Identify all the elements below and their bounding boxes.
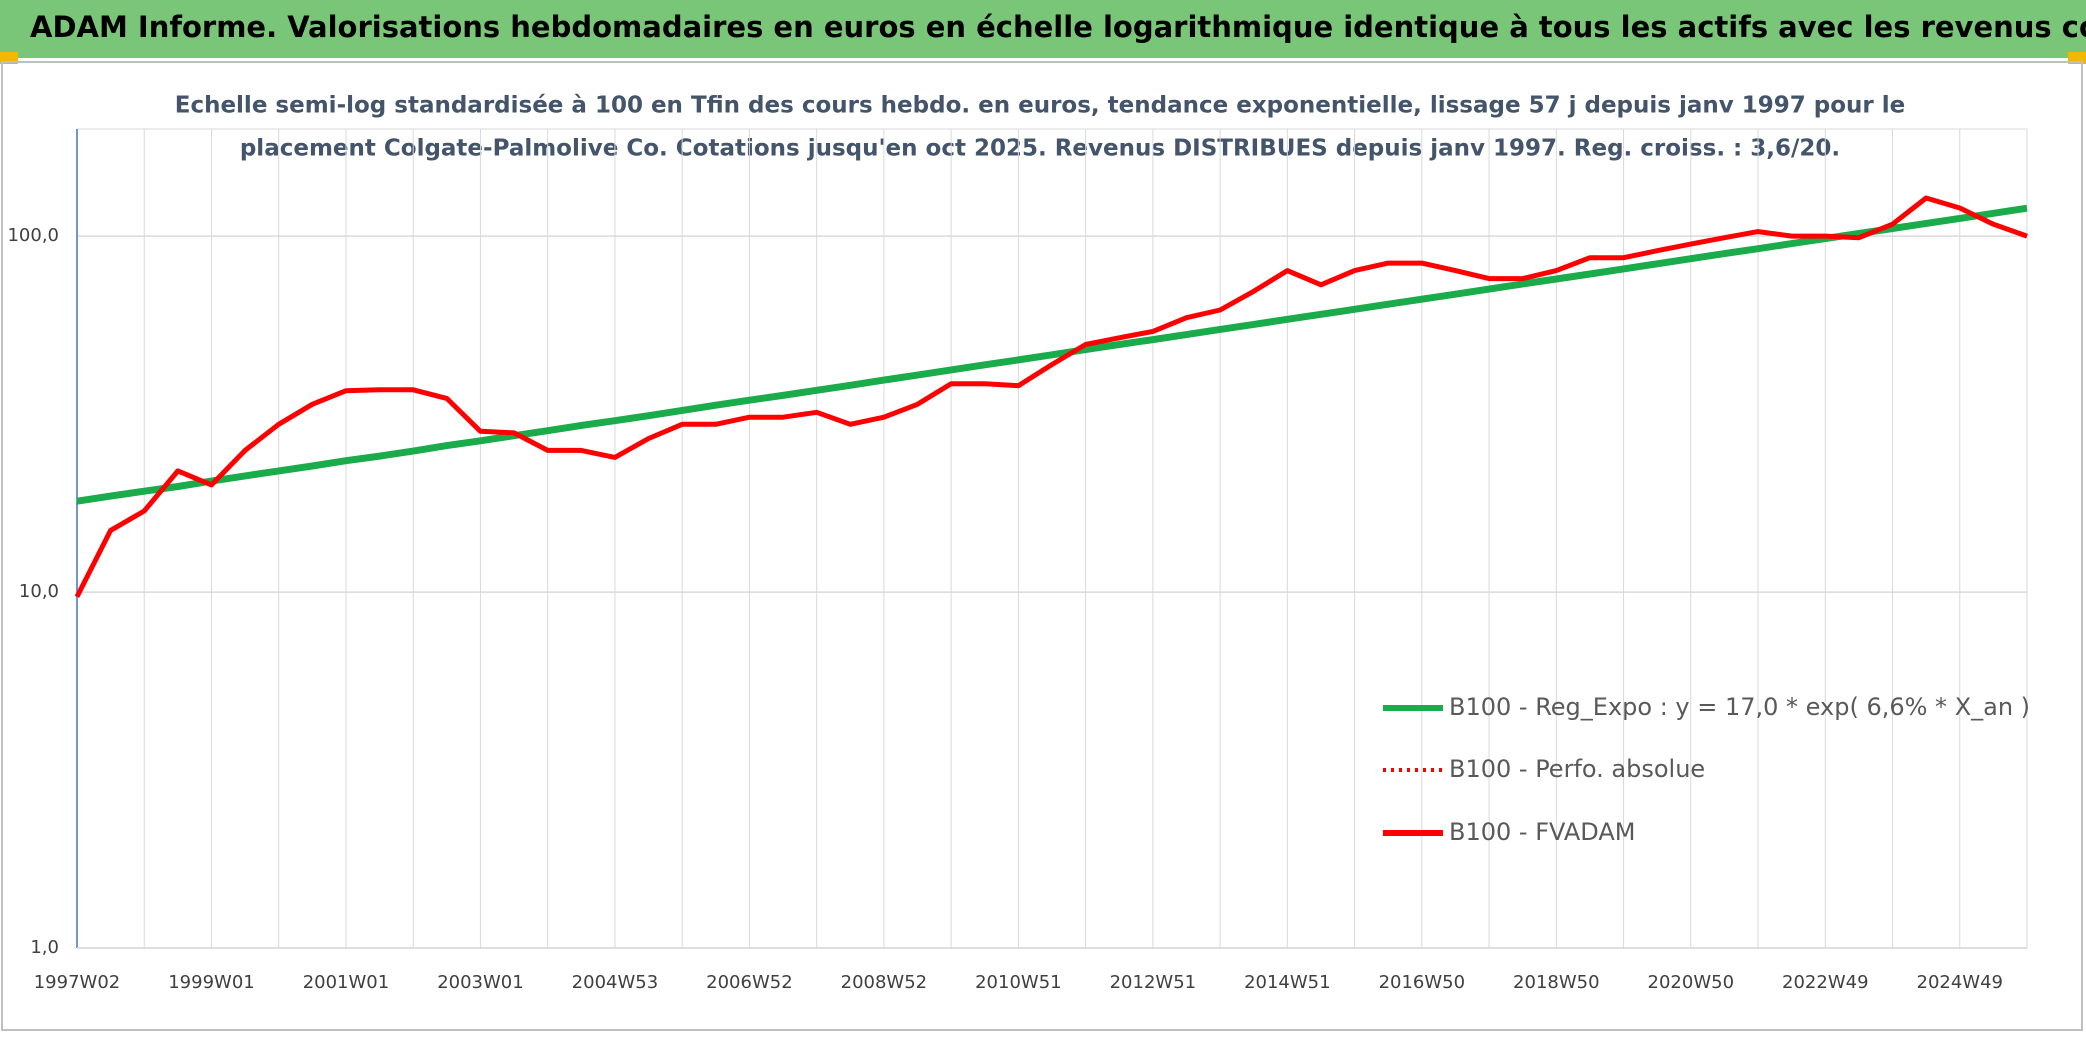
legend-label: B100 - Reg_Expo : y = 17,0 * exp( 6,6% *… (1449, 693, 2030, 721)
x-tick-label: 2008W52 (841, 972, 928, 993)
y-tick-label: 1,0 (30, 937, 59, 958)
x-tick-label: 2004W53 (572, 972, 659, 993)
x-tick-label: 2006W52 (706, 972, 793, 993)
x-tick-label: 2010W51 (975, 972, 1062, 993)
series-line (76, 204, 2028, 505)
x-tick-label: 2018W50 (1513, 972, 1600, 993)
series-line (74, 195, 2028, 598)
y-tick-label: 100,0 (7, 225, 59, 246)
x-tick-label: 2020W50 (1648, 972, 1735, 993)
header-bar (0, 0, 2086, 58)
legend-label: B100 - Perfo. absolue (1449, 755, 1705, 783)
x-tick-label: 1999W01 (168, 972, 255, 993)
x-tick-label: 2024W49 (1917, 972, 2004, 993)
legend-label: B100 - FVADAM (1449, 818, 1635, 846)
y-tick-label: 10,0 (19, 581, 59, 602)
x-tick-label: 2022W49 (1782, 972, 1869, 993)
x-tick-label: 2014W51 (1244, 972, 1331, 993)
chart-title: ADAM Informe. Valorisations hebdomadaire… (30, 10, 2086, 44)
chart-subtitle: placement Colgate-Palmolive Co. Cotation… (240, 136, 1840, 162)
x-tick-label: 2016W50 (1379, 972, 1466, 993)
x-tick-label: 1997W02 (34, 972, 121, 993)
chart-subtitle: Echelle semi-log standardisée à 100 en T… (175, 93, 1906, 119)
x-tick-label: 2012W51 (1110, 972, 1197, 993)
x-tick-label: 2001W01 (303, 972, 390, 993)
chart-frame (1, 61, 2083, 1031)
plot-area: 1,0 10,0 100,0 1997W02 1999W01 2001W01 2003W01… (7, 128, 2030, 993)
x-tick-label: 2003W01 (437, 972, 524, 993)
